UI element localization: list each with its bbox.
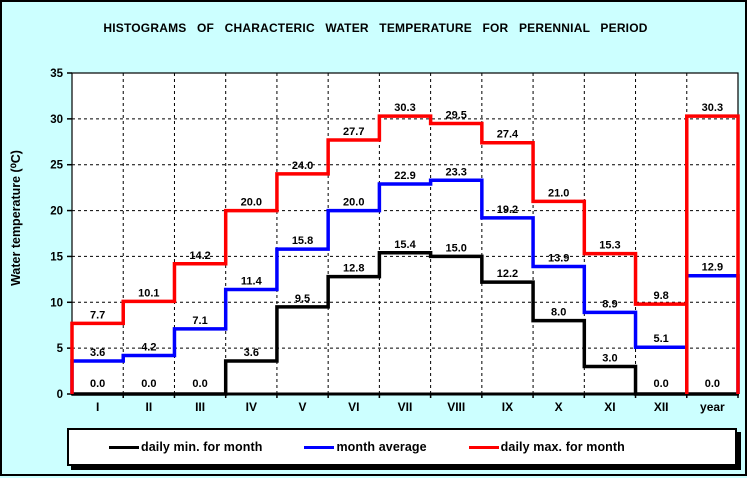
x-category-label: IX xyxy=(502,400,513,414)
value-label: 29.5 xyxy=(446,109,467,121)
x-category-label: I xyxy=(96,400,99,414)
legend-line-red xyxy=(468,445,499,449)
x-category-label: XII xyxy=(654,400,669,414)
value-label: 0.0 xyxy=(141,378,156,390)
x-category-label: II xyxy=(146,400,153,414)
x-category-label: year xyxy=(700,400,725,414)
x-category-label: V xyxy=(299,400,307,414)
plot-area xyxy=(72,73,738,394)
value-label: 21.0 xyxy=(548,187,569,199)
value-label: 9.5 xyxy=(295,293,310,305)
y-tick-label: 30 xyxy=(50,114,63,126)
legend-line-black xyxy=(109,445,139,449)
value-label: 0.0 xyxy=(705,378,720,390)
legend-label-daily-max: daily max. for month xyxy=(500,440,625,454)
value-label: 20.0 xyxy=(343,197,364,209)
series-daily-min-for-month xyxy=(72,251,738,396)
value-label: 10.1 xyxy=(138,287,159,299)
value-label: 15.4 xyxy=(394,239,416,251)
legend-item-month-average: month average xyxy=(304,440,427,454)
y-tick-label: 25 xyxy=(50,160,63,172)
value-label: 12.8 xyxy=(343,263,364,275)
x-category-label: VIII xyxy=(447,400,465,414)
legend-item-daily-min: daily min. for month xyxy=(109,440,262,454)
value-label: 3.0 xyxy=(602,352,617,364)
y-tick-label: 10 xyxy=(50,297,63,309)
x-category-label: III xyxy=(195,400,205,414)
value-label: 3.6 xyxy=(90,347,105,359)
y-tick-label: 20 xyxy=(50,206,63,218)
value-label: 7.1 xyxy=(192,315,207,327)
value-label: 0.0 xyxy=(90,378,105,390)
value-label: 15.0 xyxy=(446,242,467,254)
value-label: 20.0 xyxy=(241,197,262,209)
x-category-label: IV xyxy=(246,400,257,414)
value-label: 19.2 xyxy=(497,204,518,216)
value-label: 30.3 xyxy=(702,102,723,114)
value-label: 0.0 xyxy=(192,378,207,390)
value-label: 15.8 xyxy=(292,235,313,247)
y-tick-label: 15 xyxy=(50,251,63,263)
y-tick-label: 35 xyxy=(50,68,63,80)
value-label: 30.3 xyxy=(394,102,415,114)
y-tick-label: 0 xyxy=(57,389,63,401)
value-label: 3.6 xyxy=(244,347,259,359)
value-label: 13.9 xyxy=(548,253,569,265)
y-tick-label: 5 xyxy=(57,343,64,355)
value-label: 27.4 xyxy=(497,129,519,141)
value-label: 12.2 xyxy=(497,268,518,280)
value-label: 23.3 xyxy=(446,166,467,178)
x-category-label: VII xyxy=(398,400,413,414)
series-daily-max-for-month xyxy=(70,114,740,394)
value-label: 4.2 xyxy=(141,341,156,353)
value-label: 8.0 xyxy=(551,307,566,319)
legend-line-blue xyxy=(304,445,335,449)
value-label: 8.9 xyxy=(602,298,617,310)
legend-label-daily-min: daily min. for month xyxy=(141,440,263,454)
legend-item-daily-max: daily max. for month xyxy=(468,440,625,454)
value-label: 0.0 xyxy=(654,378,669,390)
legend-label-month-average: month average xyxy=(336,440,427,454)
value-label: 24.0 xyxy=(292,160,313,172)
x-category-label: X xyxy=(555,400,563,414)
value-label: 9.8 xyxy=(654,290,669,302)
value-label: 11.4 xyxy=(241,275,263,287)
value-label: 7.7 xyxy=(90,309,105,321)
value-label: 27.7 xyxy=(343,126,364,138)
chart-title: HISTOGRAMS OF CHARACTERIC WATER TEMPERAT… xyxy=(103,21,648,35)
value-label: 22.9 xyxy=(394,170,415,182)
value-label: 12.9 xyxy=(702,262,723,274)
x-category-label: XI xyxy=(604,400,615,414)
value-label: 5.1 xyxy=(654,333,669,345)
value-label: 15.3 xyxy=(599,240,620,252)
legend: daily min. for month month average daily… xyxy=(67,428,737,466)
x-category-label: VI xyxy=(348,400,359,414)
value-label: 14.2 xyxy=(189,250,210,262)
